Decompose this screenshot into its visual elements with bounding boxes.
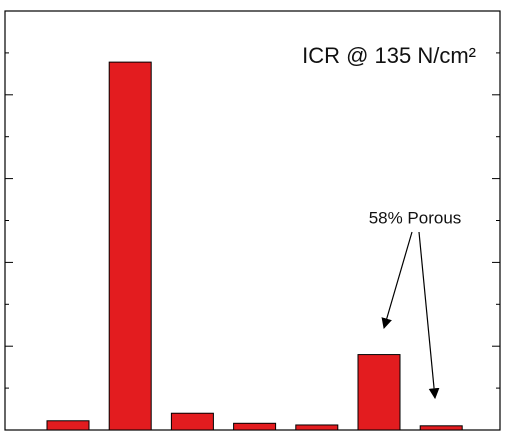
- bar: [419, 425, 463, 431]
- bar: [357, 354, 401, 431]
- bar: [295, 424, 339, 431]
- chart-title: ICR @ 135 N/cm²: [302, 43, 476, 68]
- annotation-arrow: [418, 231, 440, 400]
- bar: [108, 61, 152, 431]
- bar: [170, 412, 214, 431]
- bar: [233, 422, 277, 431]
- annotation-arrow: [381, 231, 413, 330]
- bar: [46, 420, 90, 431]
- annotation: 58% Porous: [369, 208, 462, 227]
